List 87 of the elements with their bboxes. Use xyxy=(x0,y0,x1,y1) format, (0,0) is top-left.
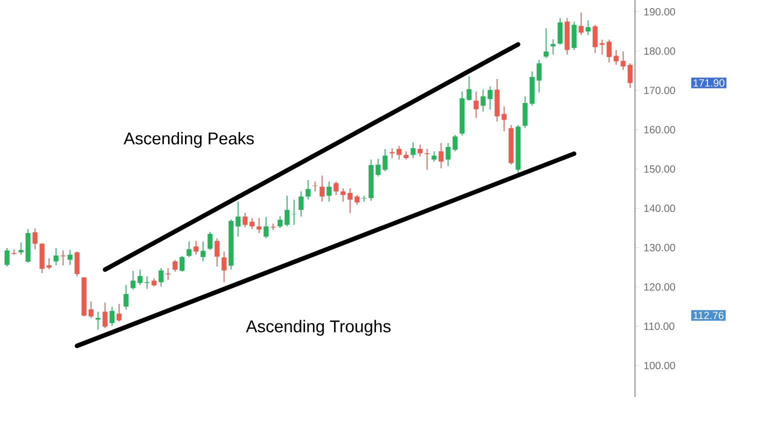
text: 171.90 xyxy=(694,79,724,87)
y-tick-label: 100.00 xyxy=(644,362,676,370)
candlestick xyxy=(306,180,310,200)
candlestick xyxy=(326,181,332,202)
candlestick xyxy=(362,195,367,202)
candlestick xyxy=(544,28,549,59)
candlestick xyxy=(586,20,591,36)
y-tick-label: 180.00 xyxy=(644,47,676,55)
candlestick xyxy=(116,303,122,322)
candlestick xyxy=(298,190,304,218)
candlestick xyxy=(194,240,198,256)
candlestick xyxy=(466,76,472,102)
annotation: Ascending Peaks xyxy=(124,132,254,148)
candlestick xyxy=(312,181,318,192)
candlestick xyxy=(446,142,451,167)
candlestick xyxy=(256,218,262,234)
candlestick xyxy=(250,218,254,230)
candlestick xyxy=(390,148,395,158)
candlestick xyxy=(166,268,170,280)
candlestick xyxy=(102,302,108,329)
candlestick xyxy=(334,181,339,196)
candlestick xyxy=(620,51,626,70)
candlestick xyxy=(32,228,38,250)
candlestick xyxy=(18,242,24,256)
candlestick xyxy=(130,270,136,290)
candlestick xyxy=(592,24,598,54)
y-tick-label: 150.00 xyxy=(644,165,676,173)
candlestick xyxy=(74,251,80,277)
candlestick xyxy=(264,216,268,239)
candlestick xyxy=(572,21,577,50)
candlestick xyxy=(144,276,150,290)
y-tick-label: 190.00 xyxy=(644,8,676,16)
candlestick xyxy=(4,248,10,267)
text: 112.76 xyxy=(694,312,724,320)
candlestick xyxy=(68,250,72,266)
candlestick xyxy=(60,250,66,266)
candlestick xyxy=(502,106,507,132)
y-tick-label: 130.00 xyxy=(644,244,676,252)
y-tick-label: 170.00 xyxy=(644,86,676,94)
candlestick xyxy=(488,86,493,110)
candlestick xyxy=(396,145,402,160)
candlestick xyxy=(138,269,142,286)
annotation: Ascending Troughs xyxy=(246,320,391,336)
candlestick xyxy=(376,158,381,177)
candlestick xyxy=(418,144,423,157)
candlestick xyxy=(480,89,486,112)
candlestick xyxy=(606,39,612,63)
candlestick xyxy=(550,38,556,56)
candlestick xyxy=(12,248,16,256)
candlestick xyxy=(438,142,444,169)
candlestick xyxy=(186,240,192,258)
candlestick xyxy=(628,62,633,88)
candlestick xyxy=(410,142,416,158)
candlestick xyxy=(54,248,58,266)
candlestick xyxy=(382,148,388,172)
y-tick-label: 140.00 xyxy=(644,204,676,212)
candlestick xyxy=(236,201,240,238)
candlestick xyxy=(432,150,437,162)
candlestick xyxy=(180,255,184,272)
candlestick xyxy=(88,301,94,318)
candlestick xyxy=(578,12,584,36)
candlestick xyxy=(208,231,212,250)
candlestick xyxy=(158,268,164,287)
candlestick xyxy=(558,18,563,46)
candlestick xyxy=(600,39,605,56)
candlestick xyxy=(348,188,353,214)
candlestick xyxy=(222,251,226,283)
candlestick xyxy=(200,240,206,262)
y-tick-label: 160.00 xyxy=(644,126,676,134)
candlestick xyxy=(278,216,282,228)
y-tick-label: 120.00 xyxy=(644,283,676,291)
candlestick xyxy=(536,59,542,93)
candlestick xyxy=(242,212,248,228)
candlestick xyxy=(474,91,479,118)
y-tick-label: 110.00 xyxy=(644,322,674,330)
candlestick xyxy=(452,134,458,152)
candlestick xyxy=(96,311,100,330)
candlestick xyxy=(124,284,128,310)
candlestick xyxy=(354,194,360,206)
candlestick xyxy=(172,259,178,272)
candlestick xyxy=(320,175,324,202)
candlestick xyxy=(110,306,114,326)
candlestick xyxy=(614,49,619,66)
candlestick xyxy=(214,238,220,267)
candlestick xyxy=(284,195,290,227)
candlestick xyxy=(522,96,528,129)
candlestick xyxy=(340,188,346,202)
